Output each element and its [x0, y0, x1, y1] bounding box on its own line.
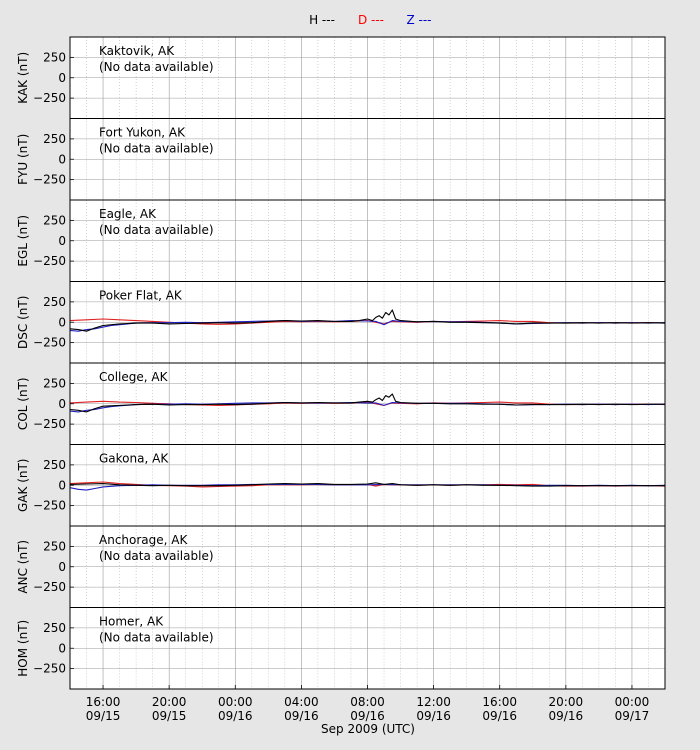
x-tick-time: 20:00 [152, 695, 187, 709]
y-axis-label: ANC (nT) [16, 540, 30, 594]
station-name: Fort Yukon, AK [99, 126, 186, 140]
y-tick-label: 0 [58, 397, 66, 411]
y-tick-label: 250 [43, 50, 66, 64]
y-tick-label: 0 [58, 560, 66, 574]
x-tick-time: 04:00 [284, 695, 319, 709]
panels: 250 0 −250 Kaktovik, AK (No data available) K… [16, 36, 666, 690]
y-tick-label: −250 [33, 173, 66, 187]
x-axis-label: Sep 2009 (UTC) [321, 722, 415, 736]
series-h-line [69, 393, 665, 413]
x-tick-date: 09/16 [482, 709, 517, 723]
x-tick-time: 20:00 [549, 695, 584, 709]
no-data-label: (No data available) [99, 223, 214, 237]
station-name: Kaktovik, AK [99, 44, 175, 58]
y-axis-label: FYU (nT) [16, 134, 30, 185]
x-tick-date: 09/16 [284, 709, 319, 723]
station-name: College, AK [99, 370, 169, 384]
y-tick-label: −250 [33, 336, 66, 350]
y-tick-label: 250 [43, 458, 66, 472]
y-tick-label: −250 [33, 662, 66, 676]
x-tick-date: 09/16 [218, 709, 253, 723]
station-name: Gakona, AK [99, 452, 169, 466]
x-tick-time: 00:00 [218, 695, 253, 709]
y-tick-label: 0 [58, 478, 66, 492]
station-name: Eagle, AK [99, 207, 157, 221]
y-tick-label: 250 [43, 539, 66, 553]
series-h-line [69, 482, 665, 487]
x-tick-time: 16:00 [86, 695, 121, 709]
legend-entry-h: H --- [309, 13, 335, 27]
x-tick-date: 09/16 [416, 709, 451, 723]
station-name: Anchorage, AK [99, 533, 188, 547]
no-data-label: (No data available) [99, 60, 214, 74]
no-data-label: (No data available) [99, 631, 214, 645]
x-tick-time: 00:00 [615, 695, 650, 709]
x-tick-time: 12:00 [416, 695, 451, 709]
y-axis-label: HOM (nT) [16, 620, 30, 677]
panel-dsc: 250 0 −250 Poker Flat, AK DSC (nT) [16, 281, 666, 364]
station-name: Poker Flat, AK [99, 289, 183, 303]
y-tick-label: 0 [58, 315, 66, 329]
x-tick-date: 09/15 [152, 709, 187, 723]
y-tick-label: −250 [33, 417, 66, 431]
series-h-line [69, 309, 666, 332]
x-tick-date: 09/16 [350, 709, 385, 723]
station-name: Homer, AK [99, 615, 164, 629]
legend-entry-d: D --- [358, 13, 384, 27]
panel-col: 250 0 −250 College, AK COL (nT) [16, 362, 666, 445]
x-tick-date: 09/17 [615, 709, 650, 723]
y-axis-label: COL (nT) [16, 377, 30, 430]
y-tick-label: 0 [58, 234, 66, 248]
x-tick-date: 09/16 [549, 709, 584, 723]
panel-anc: 250 0 −250 Anchorage, AK (No data available)… [16, 525, 666, 608]
panel-fyu: 250 0 −250 Fort Yukon, AK (No data available… [16, 118, 666, 201]
x-tick-date: 09/15 [86, 709, 121, 723]
y-axis-label: EGL (nT) [16, 215, 30, 267]
no-data-label: (No data available) [99, 549, 214, 563]
x-tick-time: 08:00 [350, 695, 385, 709]
x-axis: 16:0009/1520:0009/1500:0009/1604:0009/16… [86, 685, 649, 723]
panel-hom: 250 0 −250 Homer, AK (No data available) HOM … [16, 607, 666, 690]
y-tick-label: 250 [43, 376, 66, 390]
y-axis-label: GAK (nT) [16, 459, 30, 513]
y-tick-label: 250 [43, 295, 66, 309]
y-tick-label: 0 [58, 71, 66, 85]
panel-egl: 250 0 −250 Eagle, AK (No data available) EGL … [16, 199, 666, 282]
y-tick-label: −250 [33, 91, 66, 105]
y-axis-label: KAK (nT) [16, 52, 30, 104]
no-data-label: (No data available) [99, 142, 214, 156]
y-tick-label: 250 [43, 132, 66, 146]
y-tick-label: 0 [58, 641, 66, 655]
y-tick-label: −250 [33, 499, 66, 513]
panel-gak: 250 0 −250 Gakona, AK GAK (nT) [16, 444, 666, 527]
y-tick-label: 0 [58, 152, 66, 166]
y-axis-label: DSC (nT) [16, 296, 30, 349]
y-tick-label: 250 [43, 621, 66, 635]
panel-kak: 250 0 −250 Kaktovik, AK (No data available) K… [16, 36, 666, 119]
y-tick-label: 250 [43, 213, 66, 227]
x-tick-time: 16:00 [482, 695, 517, 709]
legend-entry-z: Z --- [406, 13, 431, 27]
y-tick-label: −250 [33, 254, 66, 268]
y-tick-label: −250 [33, 580, 66, 594]
legend: H --- D --- Z --- [309, 13, 431, 27]
